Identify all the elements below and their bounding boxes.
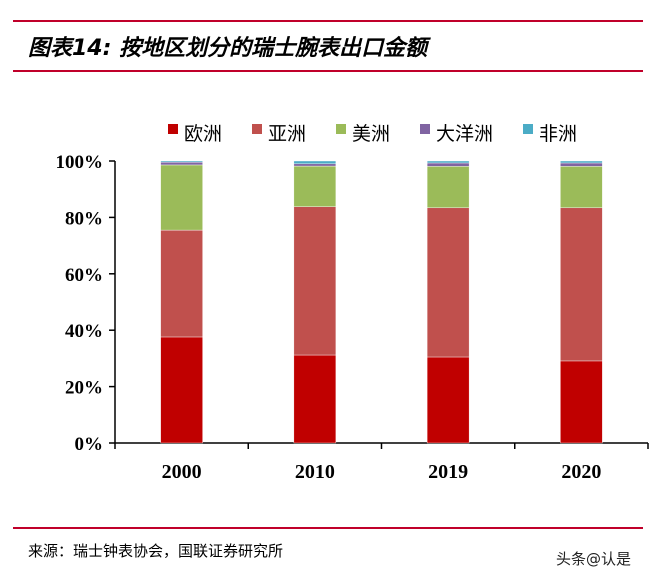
- bottom-rule: [13, 527, 643, 529]
- source-note: 来源：瑞士钟表协会，国联证券研究所: [28, 542, 284, 560]
- legend-label: 欧洲: [184, 123, 222, 145]
- legend-swatch: [420, 124, 430, 134]
- legend-swatch: [168, 124, 178, 134]
- figure-title: 图表14: 按地区划分的瑞士腕表出口金额: [28, 36, 428, 61]
- bar-segment-2020-4: [560, 160, 603, 164]
- legend-swatch: [523, 124, 533, 134]
- title-rule: [13, 70, 643, 72]
- bar-segment-2019-2: [426, 166, 470, 209]
- y-tick-label: 100%: [56, 152, 104, 173]
- legend-swatch: [252, 124, 262, 134]
- bar-segment-2010-0: [293, 354, 337, 444]
- y-tick-label: 0%: [75, 434, 104, 455]
- bar-segment-2019-4: [426, 160, 470, 164]
- bar-segment-2020-1: [560, 207, 603, 362]
- y-tick-label: 40%: [65, 321, 103, 342]
- legend-label: 美洲: [352, 123, 390, 145]
- bar-segment-2020-3: [560, 162, 603, 167]
- bar-segment-2010-1: [293, 206, 337, 356]
- bar-segment-2000-1: [160, 229, 203, 338]
- bar-segment-2000-0: [160, 336, 203, 444]
- x-tick-label: 2020: [561, 461, 601, 483]
- y-tick-label: 20%: [65, 378, 103, 399]
- bar-segment-2010-4: [293, 160, 337, 165]
- top-rule: [13, 20, 643, 22]
- legend-label: 亚洲: [268, 123, 306, 145]
- x-tick-label: 2000: [162, 461, 202, 483]
- bar-segment-2010-3: [293, 163, 337, 167]
- bar-segment-2000-3: [160, 161, 203, 166]
- bar-segment-2000-2: [160, 164, 203, 231]
- x-tick-label: 2019: [428, 461, 468, 483]
- y-tick-label: 80%: [65, 208, 103, 229]
- bar-segment-2000-4: [160, 160, 203, 163]
- bar-segment-2020-2: [560, 166, 603, 209]
- bar-segment-2010-2: [293, 165, 337, 207]
- bar-segment-2020-0: [560, 360, 603, 444]
- legend-label: 非洲: [539, 123, 577, 145]
- y-tick-label: 60%: [65, 265, 103, 286]
- bar-segment-2019-0: [426, 356, 470, 444]
- legend-label: 大洋洲: [436, 123, 493, 145]
- bar-segment-2019-1: [426, 207, 470, 358]
- x-tick-label: 2010: [295, 461, 335, 483]
- legend-swatch: [336, 124, 346, 134]
- bar-segment-2019-3: [426, 162, 470, 167]
- watermark: 头条@认是: [556, 550, 632, 568]
